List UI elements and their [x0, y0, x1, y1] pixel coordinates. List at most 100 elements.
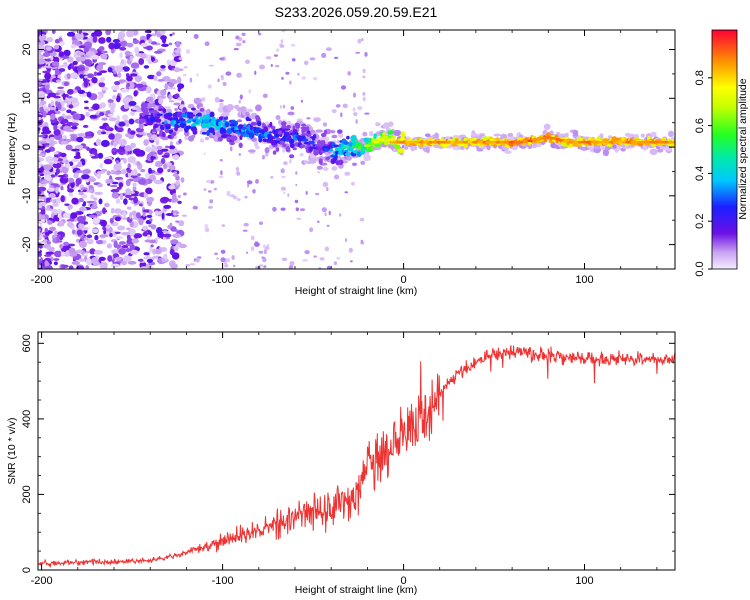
heatmap-cell — [418, 140, 425, 144]
heatmap-cell — [61, 166, 69, 174]
heatmap-cell — [42, 244, 49, 248]
heatmap-cell — [86, 91, 92, 98]
heatmap-cell — [493, 133, 502, 137]
heatmap-cell — [182, 107, 187, 111]
heatmap-cell — [69, 192, 73, 198]
heatmap-cell — [76, 136, 84, 143]
heatmap-cell — [81, 158, 86, 166]
heatmap-cell — [301, 123, 307, 127]
heatmap-cell — [243, 222, 249, 227]
heatmap-cell — [301, 76, 307, 80]
heatmap-cell — [331, 134, 338, 139]
heatmap-cell — [173, 171, 178, 174]
heatmap-cell — [112, 95, 117, 100]
heatmap-cell — [168, 42, 173, 46]
heatmap-cell — [67, 88, 74, 95]
heatmap-cell — [58, 68, 66, 72]
heatmap-cell — [53, 152, 59, 155]
heatmap-cell — [93, 197, 98, 201]
heatmap-cell — [140, 102, 148, 108]
heatmap-cell — [223, 262, 227, 265]
heatmap-cell — [311, 136, 316, 141]
heatmap-cell — [145, 86, 152, 94]
heatmap-cell — [108, 133, 115, 140]
heatmap-cell — [285, 71, 290, 75]
heatmap-cell — [277, 130, 283, 135]
heatmap-cell — [84, 131, 92, 136]
heatmap-cell — [84, 75, 88, 79]
heatmap-cell — [105, 178, 111, 184]
heatmap-cell — [217, 78, 220, 83]
heatmap-cell — [80, 32, 84, 41]
heatmap-cell — [98, 82, 106, 88]
heatmap-cell — [288, 265, 294, 269]
heatmap-cell — [206, 115, 211, 120]
heatmap-cell — [507, 132, 514, 138]
heatmap-cell — [230, 119, 236, 125]
heatmap-cell — [375, 122, 381, 127]
heatmap-cell — [129, 212, 133, 220]
heatmap-cell — [38, 202, 43, 209]
heatmap-cell — [289, 159, 292, 164]
heatmap-cell — [222, 111, 230, 117]
heatmap-cell — [132, 182, 137, 188]
heatmap-cell — [112, 181, 119, 185]
heatmap-cell — [87, 189, 93, 193]
heatmap-cell — [326, 186, 329, 192]
heatmap-cell — [130, 62, 140, 69]
heatmap-cell — [263, 126, 269, 133]
heatmap-cell — [94, 234, 99, 241]
heatmap-cell — [129, 221, 134, 228]
heatmap-cell — [109, 232, 113, 238]
heatmap-cell — [247, 149, 256, 153]
heatmap-cell — [70, 63, 75, 70]
heatmap-cell — [337, 129, 343, 134]
heatmap-cell — [57, 86, 65, 90]
heatmap-cell — [62, 93, 66, 101]
heatmap-cell — [123, 103, 130, 110]
heatmap-cell — [231, 255, 235, 260]
heatmap-cell — [214, 96, 220, 103]
heatmap-cell — [305, 126, 310, 132]
heatmap-cell — [162, 233, 172, 238]
heatmap-cell — [425, 146, 430, 154]
heatmap-cell — [38, 161, 42, 169]
heatmap-cell — [53, 214, 58, 222]
heatmap-cell — [262, 154, 265, 160]
heatmap-cell — [38, 177, 41, 184]
heatmap-cell — [45, 251, 55, 255]
spectrogram-y-ticks: -20 -10 0 10 20 — [21, 43, 675, 270]
heatmap-cell — [323, 122, 327, 127]
heatmap-cell — [67, 220, 73, 228]
heatmap-cell — [121, 30, 126, 34]
heatmap-cell — [148, 167, 152, 175]
figure-title: S233.2026.059.20.59.E21 — [275, 4, 438, 20]
x-tick-label: -200 — [31, 575, 53, 587]
heatmap-cell — [137, 173, 141, 177]
heatmap-cell — [165, 145, 170, 149]
heatmap-cell — [412, 146, 418, 151]
heatmap-cell — [70, 159, 80, 162]
heatmap-cell — [115, 198, 121, 204]
heatmap-cell — [302, 259, 309, 262]
heatmap-cell — [369, 130, 374, 137]
heatmap-cell — [286, 120, 292, 126]
heatmap-cell — [392, 135, 396, 139]
heatmap-cell — [86, 147, 92, 151]
heatmap-cell — [289, 143, 295, 149]
heatmap-cell — [234, 121, 238, 126]
heatmap-cell — [262, 257, 267, 263]
heatmap-cell — [264, 152, 269, 157]
heatmap-cell — [85, 50, 95, 56]
heatmap-cell — [157, 79, 165, 82]
heatmap-cell — [98, 95, 102, 101]
heatmap-cell — [61, 118, 69, 124]
heatmap-cell — [172, 173, 179, 177]
heatmap-cell — [79, 206, 85, 212]
heatmap-cell — [373, 133, 377, 140]
heatmap-cell — [51, 30, 56, 34]
heatmap-cell — [289, 138, 295, 145]
heatmap-cell — [99, 125, 106, 130]
heatmap-cell — [77, 89, 86, 94]
heatmap-cell — [362, 131, 368, 137]
